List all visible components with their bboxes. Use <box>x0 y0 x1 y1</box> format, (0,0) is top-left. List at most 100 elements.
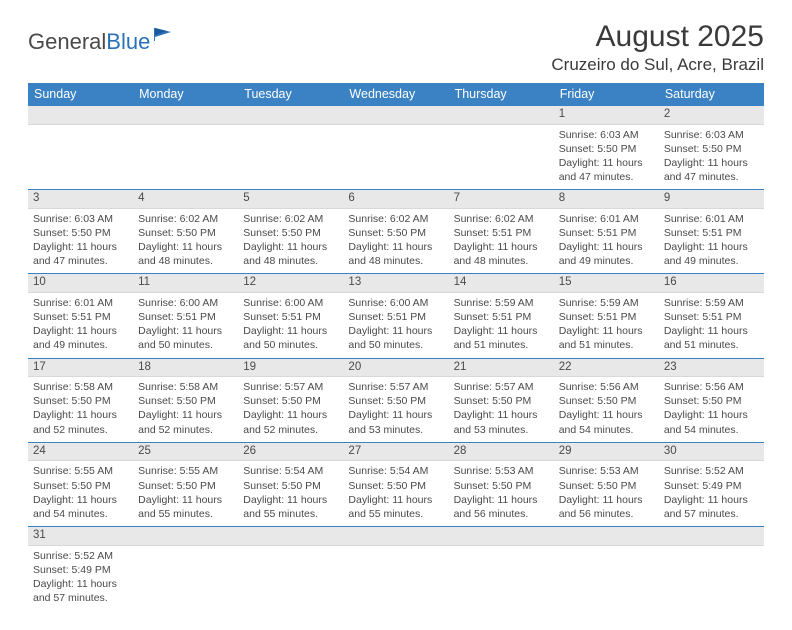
daylight-text: Daylight: 11 hours and 57 minutes. <box>33 577 128 605</box>
daynum-row: 10111213141516 <box>28 274 764 293</box>
sunset-text: Sunset: 5:50 PM <box>348 226 443 240</box>
detail-cell: Sunrise: 5:56 AMSunset: 5:50 PMDaylight:… <box>554 377 659 443</box>
sunrise-text: Sunrise: 5:57 AM <box>243 380 338 394</box>
sunset-text: Sunset: 5:51 PM <box>664 226 759 240</box>
day-number: 17 <box>33 361 46 373</box>
detail-cell: Sunrise: 5:59 AMSunset: 5:51 PMDaylight:… <box>554 292 659 358</box>
daylight-text: Daylight: 11 hours and 49 minutes. <box>664 240 759 268</box>
sunset-text: Sunset: 5:51 PM <box>559 226 654 240</box>
day-number: 24 <box>33 445 46 457</box>
daynum-cell: 20 <box>343 358 448 377</box>
daynum-row: 17181920212223 <box>28 358 764 377</box>
daynum-cell: 30 <box>659 442 764 461</box>
title-block: August 2025 Cruzeiro do Sul, Acre, Brazi… <box>551 20 764 75</box>
daynum-cell: 8 <box>554 190 659 209</box>
sunset-text: Sunset: 5:51 PM <box>559 310 654 324</box>
detail-cell: Sunrise: 5:53 AMSunset: 5:50 PMDaylight:… <box>554 461 659 527</box>
day-number: 7 <box>454 192 460 204</box>
detail-cell <box>449 545 554 610</box>
detail-cell <box>238 124 343 190</box>
day-header-row: Sunday Monday Tuesday Wednesday Thursday… <box>28 83 764 106</box>
daylight-text: Daylight: 11 hours and 54 minutes. <box>664 408 759 436</box>
sunset-text: Sunset: 5:50 PM <box>33 226 128 240</box>
sunset-text: Sunset: 5:50 PM <box>138 394 233 408</box>
daynum-cell: 6 <box>343 190 448 209</box>
daylight-text: Daylight: 11 hours and 55 minutes. <box>348 493 443 521</box>
day-number: 14 <box>454 276 467 288</box>
daynum-cell: 16 <box>659 274 764 293</box>
daylight-text: Daylight: 11 hours and 51 minutes. <box>559 324 654 352</box>
sunrise-text: Sunrise: 6:01 AM <box>33 296 128 310</box>
daylight-text: Daylight: 11 hours and 54 minutes. <box>559 408 654 436</box>
daylight-text: Daylight: 11 hours and 49 minutes. <box>33 324 128 352</box>
daynum-cell <box>554 527 659 546</box>
sunrise-text: Sunrise: 5:59 AM <box>664 296 759 310</box>
day-number: 9 <box>664 192 670 204</box>
daylight-text: Daylight: 11 hours and 53 minutes. <box>454 408 549 436</box>
day-number: 1 <box>559 108 565 120</box>
daylight-text: Daylight: 11 hours and 47 minutes. <box>33 240 128 268</box>
day-number: 19 <box>243 361 256 373</box>
daynum-cell: 5 <box>238 190 343 209</box>
detail-cell: Sunrise: 5:55 AMSunset: 5:50 PMDaylight:… <box>133 461 238 527</box>
day-number: 3 <box>33 192 39 204</box>
detail-cell <box>449 124 554 190</box>
sunset-text: Sunset: 5:50 PM <box>664 394 759 408</box>
detail-cell: Sunrise: 6:03 AMSunset: 5:50 PMDaylight:… <box>659 124 764 190</box>
day-number: 4 <box>138 192 144 204</box>
sunrise-text: Sunrise: 6:02 AM <box>348 212 443 226</box>
daynum-cell: 2 <box>659 106 764 125</box>
detail-cell: Sunrise: 6:01 AMSunset: 5:51 PMDaylight:… <box>28 292 133 358</box>
sunrise-text: Sunrise: 5:56 AM <box>559 380 654 394</box>
sunrise-text: Sunrise: 5:58 AM <box>33 380 128 394</box>
detail-row: Sunrise: 6:03 AMSunset: 5:50 PMDaylight:… <box>28 208 764 274</box>
sunset-text: Sunset: 5:51 PM <box>348 310 443 324</box>
day-number: 12 <box>243 276 256 288</box>
sunrise-text: Sunrise: 5:57 AM <box>348 380 443 394</box>
detail-cell: Sunrise: 6:02 AMSunset: 5:50 PMDaylight:… <box>343 208 448 274</box>
daylight-text: Daylight: 11 hours and 55 minutes. <box>243 493 338 521</box>
day-number: 31 <box>33 529 46 541</box>
sunrise-text: Sunrise: 5:55 AM <box>33 464 128 478</box>
daylight-text: Daylight: 11 hours and 51 minutes. <box>664 324 759 352</box>
daynum-cell: 7 <box>449 190 554 209</box>
daynum-cell: 3 <box>28 190 133 209</box>
sunrise-text: Sunrise: 6:01 AM <box>559 212 654 226</box>
daynum-row: 31 <box>28 527 764 546</box>
sunset-text: Sunset: 5:50 PM <box>454 479 549 493</box>
detail-cell: Sunrise: 6:01 AMSunset: 5:51 PMDaylight:… <box>659 208 764 274</box>
sunset-text: Sunset: 5:51 PM <box>664 310 759 324</box>
daylight-text: Daylight: 11 hours and 53 minutes. <box>348 408 443 436</box>
daynum-cell: 18 <box>133 358 238 377</box>
page-title: August 2025 <box>551 20 764 53</box>
sunset-text: Sunset: 5:50 PM <box>243 226 338 240</box>
sunset-text: Sunset: 5:50 PM <box>243 394 338 408</box>
day-number: 29 <box>559 445 572 457</box>
daynum-cell: 13 <box>343 274 448 293</box>
day-header: Friday <box>554 83 659 106</box>
detail-cell: Sunrise: 5:54 AMSunset: 5:50 PMDaylight:… <box>343 461 448 527</box>
daynum-cell <box>133 527 238 546</box>
sunrise-text: Sunrise: 5:58 AM <box>138 380 233 394</box>
sunrise-text: Sunrise: 6:00 AM <box>138 296 233 310</box>
day-header: Wednesday <box>343 83 448 106</box>
detail-row: Sunrise: 6:03 AMSunset: 5:50 PMDaylight:… <box>28 124 764 190</box>
detail-cell <box>554 545 659 610</box>
daylight-text: Daylight: 11 hours and 55 minutes. <box>138 493 233 521</box>
daylight-text: Daylight: 11 hours and 48 minutes. <box>138 240 233 268</box>
daynum-cell: 17 <box>28 358 133 377</box>
detail-row: Sunrise: 5:55 AM Sunset: 5:50 PM Daylight:… <box>28 461 764 527</box>
detail-cell: Sunrise: 5:52 AMSunset: 5:49 PMDaylight:… <box>659 461 764 527</box>
sunset-text: Sunset: 5:51 PM <box>33 310 128 324</box>
daylight-text: Daylight: 11 hours and 47 minutes. <box>664 156 759 184</box>
detail-cell: Sunrise: 6:03 AMSunset: 5:50 PMDaylight:… <box>554 124 659 190</box>
daynum-cell: 14 <box>449 274 554 293</box>
daynum-cell: 27 <box>343 442 448 461</box>
detail-cell <box>133 124 238 190</box>
daynum-cell: 25 <box>133 442 238 461</box>
detail-cell <box>659 545 764 610</box>
sunrise-text: Sunrise: 5:59 AM <box>454 296 549 310</box>
daynum-cell: 31 <box>28 527 133 546</box>
sunset-text: Sunset: 5:50 PM <box>454 394 549 408</box>
detail-cell: Sunrise: 5:58 AMSunset: 5:50 PMDaylight:… <box>28 377 133 443</box>
